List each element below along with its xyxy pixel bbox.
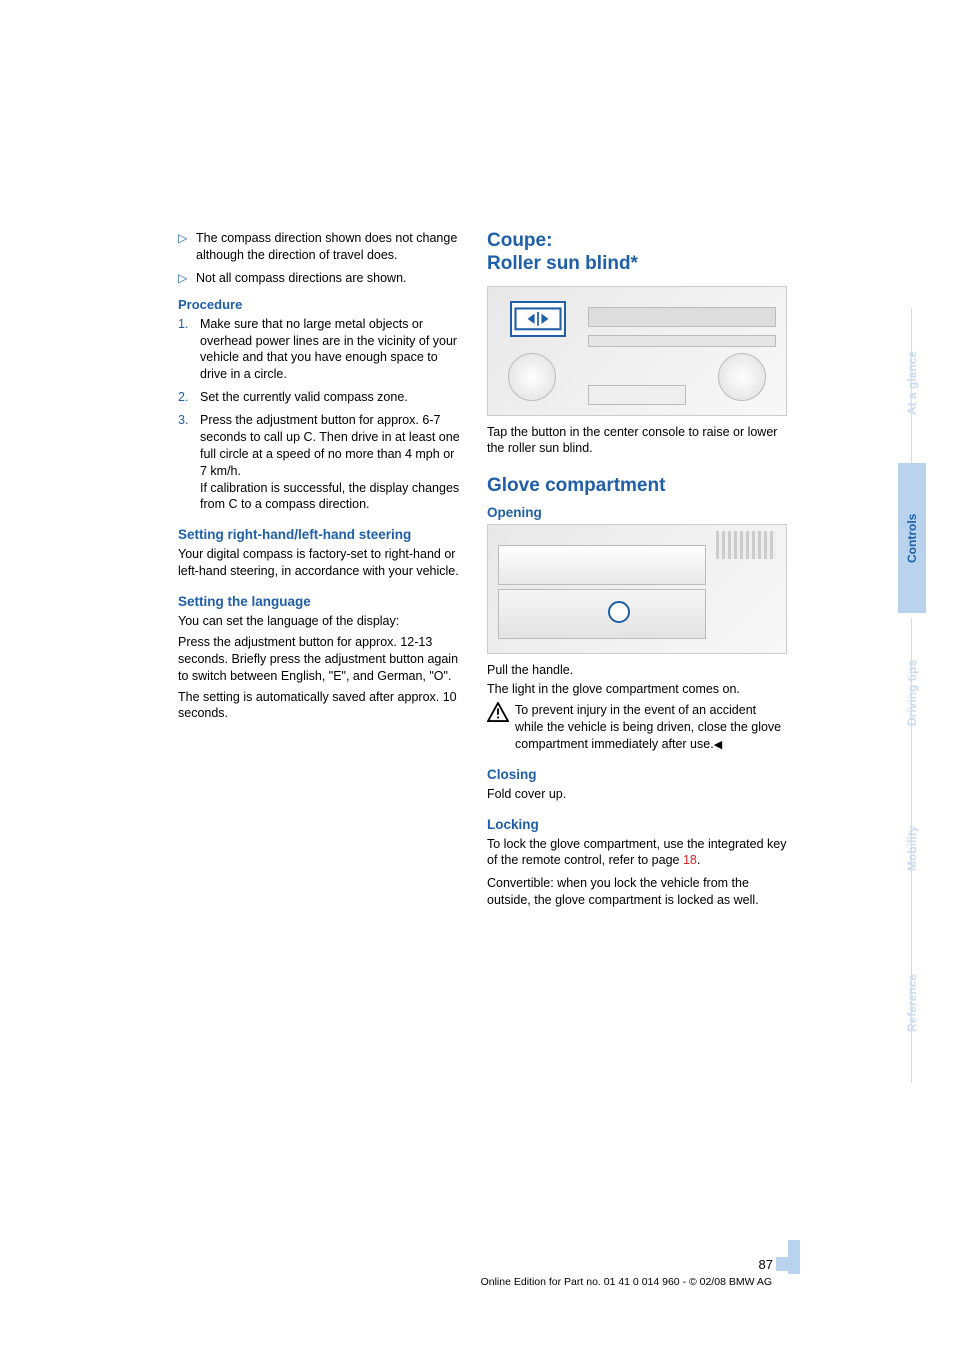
end-marker-icon: ◀ bbox=[714, 739, 722, 751]
tab-label: At a glance bbox=[905, 351, 919, 415]
coupe-heading: Coupe: Roller sun blind* bbox=[487, 230, 787, 276]
page: The compass direction shown does not cha… bbox=[0, 0, 954, 1350]
procedure-heading: Procedure bbox=[178, 297, 463, 312]
list-item: Not all compass directions are shown. bbox=[178, 270, 463, 287]
locking-p1a: To lock the glove compartment, use the i… bbox=[487, 837, 786, 868]
step-number: 2. bbox=[178, 389, 188, 406]
page-link-18[interactable]: 18 bbox=[683, 853, 697, 867]
procedure-list: 1. Make sure that no large metal objects … bbox=[178, 316, 463, 514]
locking-heading: Locking bbox=[487, 817, 787, 832]
glove-heading: Glove compartment bbox=[487, 475, 787, 497]
language-p2: Press the adjustment button for approx. … bbox=[178, 634, 463, 685]
content-columns: The compass direction shown does not cha… bbox=[178, 230, 884, 909]
edition-line: Online Edition for Part no. 01 41 0 014 … bbox=[178, 1276, 788, 1288]
tab-controls[interactable]: Controls bbox=[898, 463, 926, 613]
page-number: 87 bbox=[759, 1257, 773, 1272]
list-text: The compass direction shown does not cha… bbox=[196, 231, 457, 262]
steering-heading: Setting right-hand/left-hand steering bbox=[178, 527, 463, 542]
list-text: Not all compass directions are shown. bbox=[196, 271, 407, 285]
footer-tick-marker bbox=[788, 1240, 800, 1274]
page-number-marker bbox=[776, 1257, 788, 1271]
tab-label: Reference bbox=[905, 974, 919, 1032]
procedure-step: 3. Press the adjustment button for approx… bbox=[178, 412, 463, 513]
coupe-heading-line2: Roller sun blind* bbox=[487, 253, 638, 274]
closing-heading: Closing bbox=[487, 767, 787, 782]
tab-label: Controls bbox=[905, 513, 919, 562]
right-column: Coupe: Roller sun blind* Tap the button … bbox=[487, 230, 787, 909]
tab-label: Mobility bbox=[905, 825, 919, 870]
warning-icon bbox=[487, 702, 509, 722]
tab-label: Driving tips bbox=[905, 660, 919, 726]
locking-p1: To lock the glove compartment, use the i… bbox=[487, 836, 787, 870]
tab-at-a-glance[interactable]: At a glance bbox=[898, 308, 926, 458]
compass-issue-list: The compass direction shown does not cha… bbox=[178, 230, 463, 287]
page-footer: 87 Online Edition for Part no. 01 41 0 0… bbox=[178, 1257, 788, 1288]
tab-mobility[interactable]: Mobility bbox=[898, 773, 926, 923]
opening-p2: The light in the glove compartment comes… bbox=[487, 681, 787, 698]
side-tabs: At a glance Controls Driving tips Mobili… bbox=[878, 230, 926, 1130]
warning-text: To prevent injury in the event of an acc… bbox=[515, 702, 787, 753]
tab-reference[interactable]: Reference bbox=[898, 928, 926, 1078]
language-p3: The setting is automatically saved after… bbox=[178, 689, 463, 723]
locking-p2: Convertible: when you lock the vehicle f… bbox=[487, 875, 787, 909]
steering-body: Your digital compass is factory-set to r… bbox=[178, 546, 463, 580]
glove-opening-figure bbox=[487, 524, 787, 654]
list-item: The compass direction shown does not cha… bbox=[178, 230, 463, 264]
step-text: Make sure that no large metal objects or… bbox=[200, 317, 457, 382]
opening-p1: Pull the handle. bbox=[487, 662, 787, 679]
coupe-heading-line1: Coupe: bbox=[487, 230, 552, 251]
coupe-caption: Tap the button in the center console to … bbox=[487, 424, 787, 458]
language-p1: You can set the language of the display: bbox=[178, 613, 463, 630]
roller-blind-button-icon bbox=[510, 301, 566, 337]
warning-block: To prevent injury in the event of an acc… bbox=[487, 702, 787, 753]
procedure-step: 1. Make sure that no large metal objects … bbox=[178, 316, 463, 384]
tab-driving-tips[interactable]: Driving tips bbox=[898, 618, 926, 768]
left-column: The compass direction shown does not cha… bbox=[178, 230, 463, 909]
step-number: 3. bbox=[178, 412, 188, 429]
step-text: Press the adjustment button for approx. … bbox=[200, 413, 460, 511]
closing-body: Fold cover up. bbox=[487, 786, 787, 803]
language-heading: Setting the language bbox=[178, 594, 463, 609]
opening-heading: Opening bbox=[487, 505, 787, 520]
roller-blind-figure bbox=[487, 286, 787, 416]
locking-p1b: . bbox=[697, 853, 700, 867]
warning-text-content: To prevent injury in the event of an acc… bbox=[515, 703, 781, 751]
procedure-step: 2. Set the currently valid compass zone. bbox=[178, 389, 463, 406]
step-number: 1. bbox=[178, 316, 188, 333]
step-text: Set the currently valid compass zone. bbox=[200, 390, 408, 404]
